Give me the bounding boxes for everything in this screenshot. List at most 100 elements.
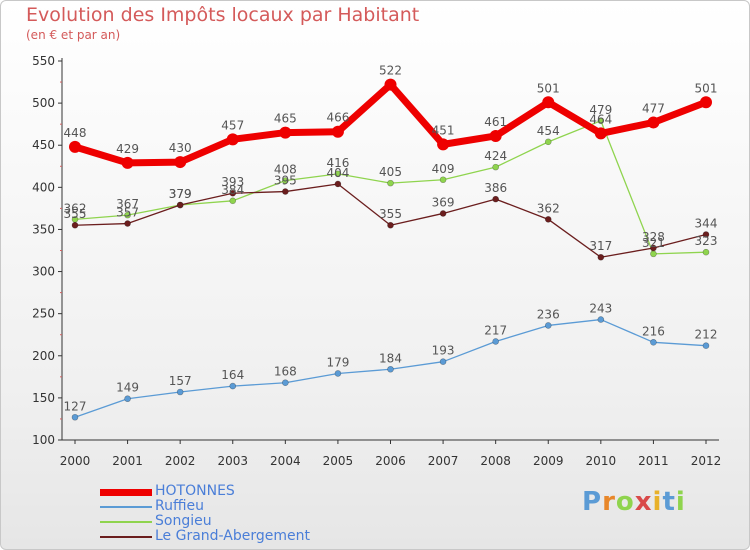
data-label-le-grand-abergement: 362 bbox=[537, 201, 560, 215]
data-label-hotonnes: 429 bbox=[116, 142, 139, 156]
data-label-hotonnes: 501 bbox=[537, 81, 560, 95]
data-point-le-grand-abergement bbox=[387, 221, 394, 229]
data-label-le-grand-abergement: 355 bbox=[379, 207, 402, 221]
y-tick-label: 500 bbox=[32, 96, 55, 110]
data-label-hotonnes: 461 bbox=[484, 115, 507, 129]
y-tick-label: 100 bbox=[32, 433, 55, 447]
legend-label-le-grand-abergement: Le Grand-Abergement bbox=[155, 528, 311, 544]
x-tick-label: 2011 bbox=[638, 454, 669, 468]
y-tick-label: 250 bbox=[32, 307, 55, 321]
data-label-ruffieu: 168 bbox=[274, 365, 297, 379]
data-label-songieu: 321 bbox=[642, 236, 665, 250]
data-point-ruffieu bbox=[387, 365, 394, 373]
data-point-le-grand-abergement bbox=[124, 220, 131, 227]
data-point-hotonnes bbox=[331, 125, 344, 138]
logo-letter: x bbox=[634, 487, 653, 517]
data-point-ruffieu bbox=[544, 322, 552, 329]
data-label-ruffieu: 127 bbox=[64, 399, 87, 413]
data-label-le-grand-abergement: 369 bbox=[432, 195, 455, 209]
data-point-ruffieu bbox=[282, 379, 289, 387]
data-label-ruffieu: 149 bbox=[116, 381, 139, 395]
data-label-hotonnes: 477 bbox=[642, 101, 665, 115]
data-label-le-grand-abergement: 379 bbox=[169, 187, 192, 201]
data-point-hotonnes bbox=[226, 133, 239, 146]
data-label-songieu: 454 bbox=[537, 124, 560, 138]
data-point-hotonnes bbox=[279, 126, 292, 139]
data-point-songieu bbox=[124, 211, 131, 219]
data-point-hotonnes bbox=[542, 96, 555, 109]
data-point-ruffieu bbox=[439, 358, 447, 365]
data-point-le-grand-abergement bbox=[282, 188, 289, 195]
data-point-ruffieu bbox=[124, 395, 131, 403]
legend-swatch-le-grand-abergement bbox=[100, 536, 152, 538]
data-point-hotonnes bbox=[594, 127, 607, 140]
data-label-hotonnes: 430 bbox=[169, 141, 192, 155]
data-point-le-grand-abergement bbox=[492, 195, 499, 203]
data-label-le-grand-abergement: 395 bbox=[274, 174, 297, 188]
data-label-hotonnes: 448 bbox=[64, 126, 87, 140]
legend-label-ruffieu: Ruffieu bbox=[155, 498, 204, 514]
data-label-le-grand-abergement: 344 bbox=[695, 216, 718, 230]
x-tick-label: 2002 bbox=[165, 454, 196, 468]
data-label-le-grand-abergement: 317 bbox=[589, 239, 612, 253]
data-label-ruffieu: 164 bbox=[221, 368, 244, 382]
data-point-songieu bbox=[387, 179, 394, 187]
data-label-hotonnes: 457 bbox=[221, 118, 244, 132]
proxiti-logo: Proxiti bbox=[582, 487, 686, 517]
data-point-le-grand-abergement bbox=[229, 189, 237, 197]
data-label-le-grand-abergement: 386 bbox=[484, 181, 507, 195]
data-label-le-grand-abergement: 355 bbox=[64, 207, 87, 221]
data-point-hotonnes bbox=[700, 96, 712, 109]
data-point-le-grand-abergement bbox=[650, 244, 657, 252]
data-label-hotonnes: 522 bbox=[379, 64, 402, 78]
data-point-le-grand-abergement bbox=[176, 201, 184, 209]
data-label-le-grand-abergement: 404 bbox=[326, 166, 349, 180]
data-point-ruffieu bbox=[597, 316, 605, 323]
logo-letter: i bbox=[675, 487, 686, 517]
data-point-le-grand-abergement bbox=[597, 253, 605, 261]
x-tick-label: 2006 bbox=[375, 454, 406, 468]
data-label-songieu: 416 bbox=[326, 156, 349, 170]
chart-title: Evolution des Impôts locaux par Habitant bbox=[26, 4, 420, 26]
legend-swatch-songieu bbox=[100, 521, 152, 523]
data-point-songieu bbox=[334, 170, 342, 178]
data-point-songieu bbox=[597, 117, 605, 125]
x-tick-label: 2009 bbox=[533, 454, 564, 468]
data-point-ruffieu bbox=[492, 338, 499, 345]
data-point-hotonnes bbox=[489, 129, 502, 142]
series-layer bbox=[69, 78, 712, 421]
data-label-songieu: 479 bbox=[589, 103, 612, 117]
data-point-hotonnes bbox=[69, 140, 81, 153]
x-tick-label: 2012 bbox=[691, 454, 722, 468]
data-label-le-grand-abergement: 328 bbox=[642, 230, 665, 244]
data-label-songieu: 323 bbox=[695, 234, 718, 248]
data-point-hotonnes bbox=[174, 156, 187, 169]
data-point-hotonnes bbox=[647, 116, 660, 129]
data-label-hotonnes: 464 bbox=[589, 112, 612, 126]
data-point-songieu bbox=[439, 176, 447, 184]
data-label-songieu: 424 bbox=[484, 149, 507, 163]
data-label-ruffieu: 179 bbox=[326, 355, 349, 369]
data-label-le-grand-abergement: 357 bbox=[116, 206, 139, 220]
y-tick-label: 350 bbox=[32, 222, 55, 236]
data-point-ruffieu bbox=[176, 388, 184, 396]
data-point-le-grand-abergement bbox=[702, 231, 710, 238]
data-label-songieu: 408 bbox=[274, 163, 297, 177]
data-point-ruffieu bbox=[71, 413, 79, 421]
data-label-ruffieu: 212 bbox=[695, 328, 718, 342]
logo-letter: P bbox=[582, 487, 603, 517]
data-label-songieu: 362 bbox=[64, 201, 87, 215]
data-point-songieu bbox=[492, 163, 499, 171]
y-tick-label: 200 bbox=[32, 349, 55, 363]
axes: 100 150 200 250 300 350 400 450 500 550 2000 2001 20… bbox=[32, 54, 721, 468]
legend-swatch-ruffieu bbox=[100, 506, 152, 508]
x-tick-label: 2008 bbox=[480, 454, 511, 468]
y-tick-label: 550 bbox=[32, 54, 55, 68]
x-tick-label: 2000 bbox=[60, 454, 91, 468]
x-tick-label: 2007 bbox=[428, 454, 459, 468]
data-point-hotonnes bbox=[437, 138, 450, 151]
data-point-le-grand-abergement bbox=[334, 180, 342, 188]
data-point-songieu bbox=[650, 250, 657, 258]
data-label-songieu: 405 bbox=[379, 165, 402, 179]
